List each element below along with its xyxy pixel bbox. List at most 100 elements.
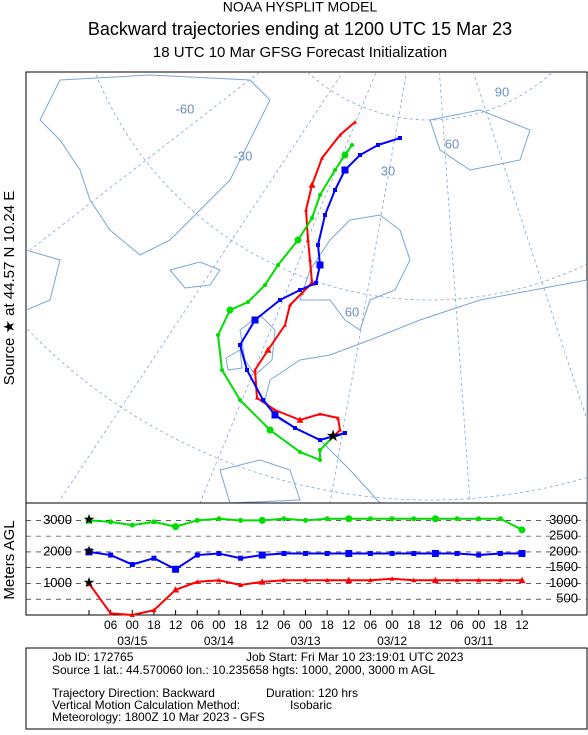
height-marker [497, 550, 503, 556]
trajectory-marker [245, 368, 249, 372]
height-marker [411, 516, 417, 522]
date-label: 03/11 [464, 634, 493, 648]
x-tick-label: 12 [515, 618, 529, 632]
footer-text: Vertical Motion Calculation Method: [52, 698, 240, 712]
trajectory-marker [264, 346, 272, 353]
x-tick-label: 06 [364, 618, 378, 632]
trajectory-marker [276, 263, 280, 267]
height-marker [172, 586, 180, 593]
height-marker [345, 576, 353, 584]
grid-label: 30 [381, 163, 395, 178]
trajectory-marker [350, 143, 354, 147]
height-marker [431, 515, 439, 523]
height-marker [367, 577, 373, 583]
subtitle: Backward trajectories ending at 1200 UTC… [88, 19, 512, 39]
height-marker [303, 550, 308, 556]
trajectory-marker [253, 368, 257, 372]
y-tick-label: 2000 [549, 543, 578, 558]
height-marker [454, 516, 460, 522]
height-marker [324, 550, 330, 556]
height-marker [518, 526, 526, 534]
y-tick-label: 500 [556, 591, 578, 606]
trajectory [253, 121, 356, 438]
source-star: ★ [83, 543, 96, 559]
trajectory-marker [226, 306, 234, 314]
x-tick-label: 00 [472, 618, 486, 632]
footer-text: Job ID: 172765 [52, 650, 134, 664]
trajectory-marker [255, 396, 259, 400]
height-marker [172, 565, 180, 573]
trajectory-marker [316, 261, 324, 269]
footer-text: Trajectory Direction: Backward [52, 686, 215, 700]
source-star: ★ [83, 574, 96, 590]
height-marker [431, 549, 439, 557]
footer-text: Meteorology: 1800Z 10 Mar 2023 - GFS [52, 710, 265, 724]
trajectory-marker [318, 448, 322, 452]
date-label: 03/12 [377, 634, 407, 648]
trajectory-marker [261, 398, 265, 402]
height-marker [389, 550, 395, 556]
trajectory-marker [318, 193, 322, 197]
height-marker [281, 550, 287, 556]
y-tick-label: 1000 [43, 575, 72, 590]
trajectory-marker [283, 323, 287, 327]
height-marker [151, 555, 157, 561]
footer-text: Job Start: Fri Mar 10 23:19:01 UTC 2023 [246, 650, 464, 664]
height-marker [281, 577, 287, 583]
x-tick-label: 06 [277, 618, 291, 632]
height-marker [411, 577, 417, 583]
height-marker [216, 577, 222, 583]
height-marker [518, 549, 526, 557]
trajectory-marker [293, 426, 297, 430]
height-marker [85, 548, 93, 556]
trajectory-marker [308, 181, 316, 188]
height-marker [194, 552, 200, 558]
height-marker [367, 550, 373, 556]
height-marker [85, 516, 93, 524]
trajectory-marker [271, 411, 279, 419]
title: NOAA HYSPLIT MODEL [223, 0, 378, 15]
height-marker [303, 517, 308, 523]
trajectory-marker [298, 450, 302, 454]
height-marker [238, 555, 244, 561]
height-marker [216, 550, 222, 556]
trajectory-marker [318, 412, 322, 416]
trajectory-marker [278, 298, 282, 302]
trajectory-marker [306, 238, 310, 242]
trajectory-marker [304, 208, 308, 212]
height-marker [476, 552, 482, 558]
height-marker [129, 562, 135, 568]
trajectory-marker [246, 300, 250, 304]
source-star: ★ [83, 511, 96, 527]
height-marker [258, 551, 266, 559]
height-marker [476, 577, 482, 583]
x-tick-label: 18 [320, 618, 334, 632]
height-marker [367, 516, 373, 522]
source-star: ★ [326, 428, 340, 445]
trajectory-marker [310, 216, 314, 220]
date-label: 03/15 [117, 634, 147, 648]
height-marker [194, 579, 200, 584]
source-label: Source ★ at 44.57 N 10.24 E [1, 191, 18, 385]
x-tick-label: 12 [342, 618, 356, 632]
height-marker [258, 516, 266, 524]
x-tick-label: 12 [429, 618, 443, 632]
trajectory-marker [314, 281, 318, 285]
height-marker [172, 523, 180, 531]
height-marker [238, 582, 244, 588]
height-marker [151, 519, 157, 525]
height-marker [345, 549, 353, 557]
y-tick-label: 3000 [549, 512, 578, 527]
trajectory-marker [266, 426, 274, 434]
x-tick-label: 00 [126, 618, 140, 632]
height-marker [281, 516, 287, 522]
height-marker [411, 550, 417, 556]
trajectory-marker [238, 398, 242, 402]
trajectory-marker [294, 236, 302, 244]
y-tick-label: 2000 [43, 543, 72, 558]
trajectory-marker [333, 188, 337, 192]
x-tick-label: 00 [212, 618, 226, 632]
height-marker [389, 576, 395, 581]
height-marker [129, 522, 135, 528]
